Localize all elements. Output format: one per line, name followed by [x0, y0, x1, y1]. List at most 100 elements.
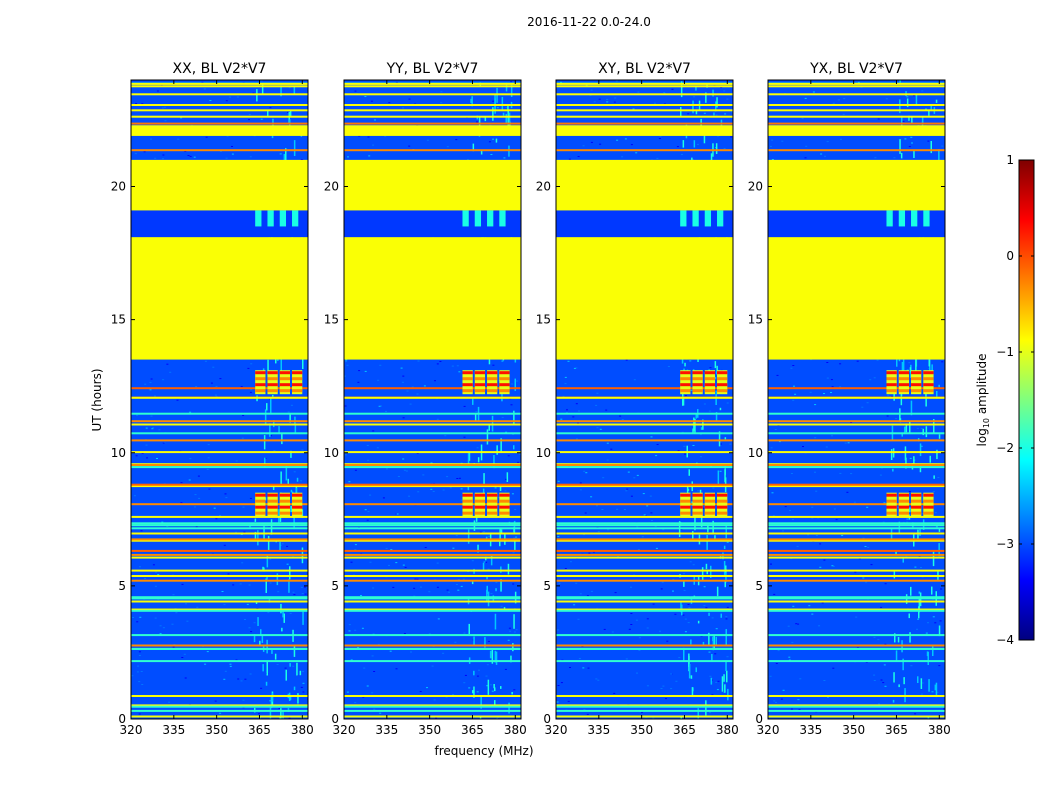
- rfi-streak: [922, 428, 924, 436]
- rfi-streak: [724, 437, 727, 440]
- noise-cell: [659, 135, 662, 137]
- time-feature-line: [131, 93, 308, 96]
- noise-cell: [613, 101, 616, 103]
- noise-cell: [690, 389, 693, 391]
- noise-cell: [646, 627, 649, 629]
- noise-cell: [815, 490, 818, 492]
- flagged-block: [556, 125, 733, 136]
- rfi-burst-stripe: [704, 389, 716, 393]
- flagged-block: [556, 159, 733, 211]
- rfi-burst-stripe: [680, 499, 691, 503]
- noise-cell: [150, 415, 153, 417]
- noise-cell: [672, 578, 675, 580]
- y-tick-label: 5: [118, 579, 126, 593]
- x-tick-label: 380: [928, 723, 951, 737]
- unflagged-band: [344, 210, 521, 238]
- noise-cell: [708, 651, 711, 653]
- noise-cell: [227, 573, 230, 575]
- noise-cell: [703, 112, 706, 114]
- noise-cell: [616, 139, 619, 141]
- noise-cell: [269, 582, 272, 584]
- noise-cell: [564, 376, 567, 378]
- time-feature-line: [344, 695, 521, 697]
- rfi-streak: [897, 637, 900, 643]
- rfi-burst-stripe: [911, 499, 922, 503]
- time-feature-line: [556, 85, 733, 88]
- time-feature-line: [556, 644, 733, 647]
- rfi-streak: [285, 148, 287, 161]
- rfi-streak: [269, 423, 271, 437]
- rfi-column: [717, 210, 724, 227]
- rfi-streak: [506, 472, 509, 482]
- time-feature-line: [768, 85, 945, 88]
- noise-cell: [831, 386, 834, 388]
- time-feature-line: [344, 432, 521, 435]
- noise-cell: [861, 406, 864, 408]
- rfi-column: [279, 210, 287, 227]
- rfi-burst-stripe: [474, 505, 486, 509]
- noise-cell: [643, 514, 646, 516]
- noise-cell: [406, 390, 409, 392]
- rfi-streak: [714, 535, 716, 541]
- noise-cell: [395, 668, 398, 670]
- noise-cell: [693, 96, 696, 98]
- noise-cell: [189, 458, 192, 460]
- time-feature-line: [344, 549, 521, 552]
- rfi-streak: [467, 453, 470, 465]
- noise-cell: [876, 359, 879, 361]
- x-axis-label: frequency (MHz): [434, 744, 533, 758]
- noise-cell: [260, 118, 263, 120]
- noise-cell: [831, 435, 833, 437]
- panel-image: [556, 80, 733, 719]
- rfi-streak: [472, 397, 474, 405]
- rfi-column: [499, 210, 506, 227]
- noise-cell: [363, 667, 366, 669]
- rfi-streak: [266, 403, 268, 411]
- rfi-streak: [260, 629, 262, 636]
- noise-cell: [569, 667, 571, 668]
- rfi-streak: [718, 431, 721, 447]
- noise-cell: [590, 89, 593, 91]
- time-feature-line: [131, 122, 308, 125]
- x-tick-label: 320: [545, 723, 568, 737]
- rfi-burst-stripe: [717, 389, 728, 393]
- noise-cell: [413, 587, 416, 589]
- rfi-burst-stripe: [923, 505, 934, 509]
- noise-cell: [248, 119, 250, 121]
- noise-cell: [345, 359, 348, 361]
- rfi-streak: [938, 434, 941, 439]
- noise-cell: [510, 404, 513, 406]
- noise-cell: [630, 144, 633, 146]
- noise-cell: [513, 537, 516, 539]
- noise-cell: [479, 531, 482, 533]
- y-tick-label: 5: [331, 579, 339, 593]
- noise-cell: [169, 371, 172, 373]
- noise-cell: [687, 622, 690, 624]
- noise-cell: [490, 684, 492, 686]
- rfi-streak: [680, 107, 682, 117]
- noise-cell: [253, 622, 256, 624]
- noise-cell: [802, 446, 804, 447]
- noise-cell: [850, 422, 853, 423]
- noise-cell: [823, 680, 826, 681]
- time-feature-line: [344, 538, 521, 541]
- rfi-burst-stripe: [462, 499, 473, 503]
- noise-cell: [260, 687, 263, 689]
- rfi-streak: [297, 693, 299, 704]
- noise-cell: [139, 566, 141, 568]
- time-feature-line: [768, 115, 945, 118]
- time-feature-line: [131, 432, 308, 435]
- x-tick-label: 350: [418, 723, 441, 737]
- noise-cell: [699, 434, 702, 436]
- noise-cell: [916, 628, 918, 630]
- noise-cell: [856, 360, 859, 362]
- noise-cell: [157, 574, 160, 575]
- rfi-streak: [928, 679, 930, 692]
- noise-cell: [703, 403, 706, 405]
- noise-cell: [654, 525, 657, 527]
- time-feature-line: [556, 104, 733, 106]
- noise-cell: [490, 154, 493, 155]
- noise-cell: [344, 454, 347, 456]
- noise-cell: [582, 145, 585, 147]
- time-feature-line: [131, 485, 308, 488]
